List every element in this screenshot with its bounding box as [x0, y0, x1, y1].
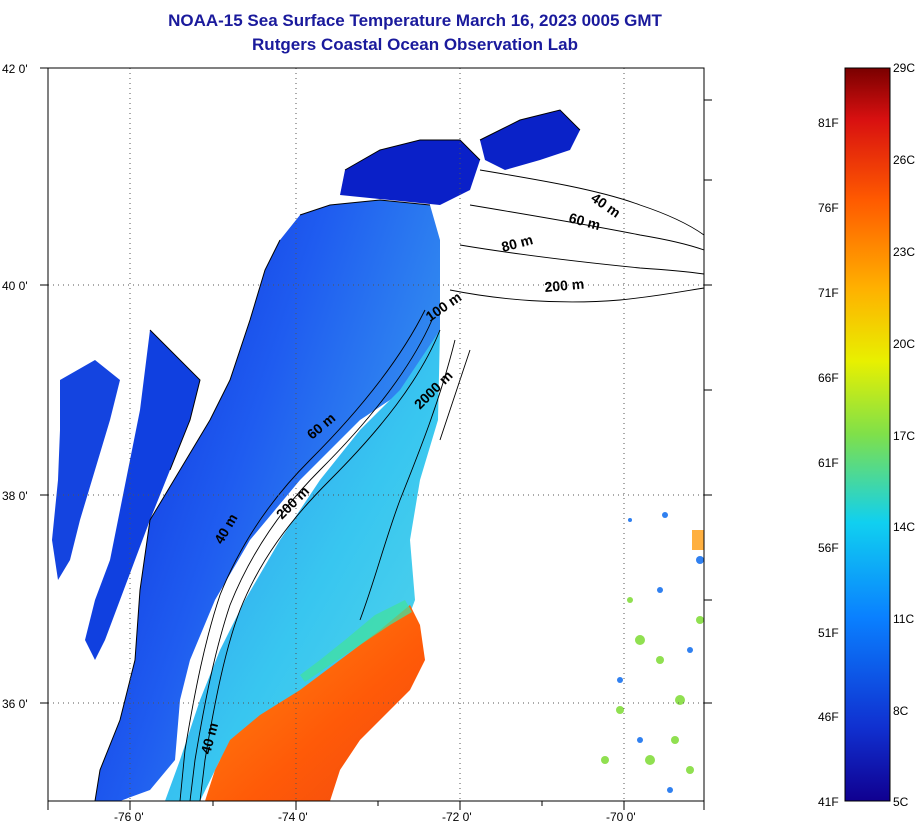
- contour-label: 200 m: [544, 276, 585, 295]
- gulf-of-maine-water: [480, 110, 580, 170]
- colorbar-f-label: 66F: [818, 371, 839, 385]
- colorbar-f-label: 51F: [818, 626, 839, 640]
- colorbar-f-label: 81F: [818, 116, 839, 130]
- frame-ticks: [40, 67, 712, 810]
- colorbar-c-label: 26C: [893, 153, 916, 167]
- lat-label: 36 0': [2, 697, 28, 711]
- map-frame: [47, 67, 705, 802]
- long-island-water: [340, 140, 480, 205]
- lat-label: 42 0': [2, 62, 28, 76]
- colorbar-c-label: 11C: [893, 612, 915, 626]
- coastlines: [94, 109, 581, 801]
- colorbar-f-label: 61F: [818, 456, 839, 470]
- lon-label: -72 0': [442, 810, 472, 824]
- lon-label: -70 0': [606, 810, 636, 824]
- colorbar-c-label: 14C: [893, 520, 916, 534]
- map-subtitle: Rutgers Coastal Ocean Observation Lab: [252, 35, 578, 54]
- colorbar-c-label: 29C: [893, 61, 916, 75]
- colorbar-c-label: 17C: [893, 429, 916, 443]
- colorbar-c-label: 23C: [893, 245, 916, 259]
- colorbar-c-label: 8C: [893, 704, 909, 718]
- lon-label: -74 0': [278, 810, 308, 824]
- lat-label: 40 0': [2, 279, 28, 293]
- slope-water: [165, 330, 440, 801]
- contour-label: 60 m: [567, 209, 602, 233]
- bathymetry-contours: [179, 169, 704, 801]
- lon-label: -76 0': [114, 810, 144, 824]
- gulf-stream: [205, 605, 425, 801]
- colorbar: [844, 67, 891, 802]
- shelf-water: [95, 200, 440, 801]
- sst-imagery: [52, 109, 704, 801]
- offshore-warm-patch: [692, 530, 704, 550]
- colorbar-c-label: 5C: [893, 795, 909, 809]
- colorbar-f-label: 46F: [818, 710, 839, 724]
- lat-label: 38 0': [2, 489, 28, 503]
- colorbar-f-label: 76F: [818, 201, 839, 215]
- colorbar-f-label: 71F: [818, 286, 839, 300]
- offshore-pixels-blue: [617, 512, 704, 793]
- offshore-pixels: [601, 597, 704, 774]
- contour-label: 40 m: [197, 721, 221, 756]
- graticule: [48, 68, 704, 801]
- colorbar-f-label: 56F: [818, 541, 839, 555]
- colorbar-c-label: 20C: [893, 337, 916, 351]
- gulf-stream-edge: [300, 600, 412, 682]
- western-bay-tributaries: [52, 360, 120, 580]
- chesapeake-bay: [85, 330, 200, 660]
- map-title: NOAA-15 Sea Surface Temperature March 16…: [168, 11, 662, 30]
- contour-label: 80 m: [500, 231, 535, 255]
- colorbar-f-label: 41F: [818, 795, 839, 809]
